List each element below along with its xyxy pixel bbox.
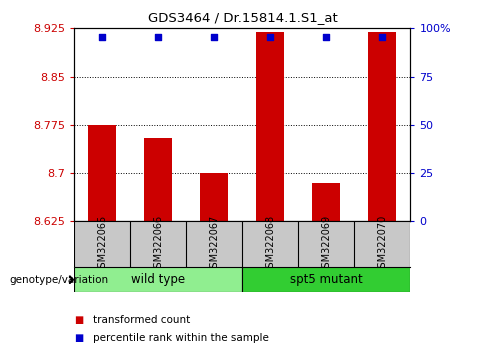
Text: GSM322068: GSM322068 — [265, 215, 276, 274]
Bar — [201, 173, 228, 221]
Point — [155, 34, 162, 40]
Point — [211, 34, 218, 40]
Text: GSM322070: GSM322070 — [377, 215, 387, 274]
Text: GSM322069: GSM322069 — [322, 215, 331, 274]
Text: genotype/variation: genotype/variation — [10, 275, 109, 285]
Title: GDS3464 / Dr.15814.1.S1_at: GDS3464 / Dr.15814.1.S1_at — [147, 11, 337, 24]
Point — [379, 34, 386, 40]
Text: transformed count: transformed count — [93, 315, 190, 325]
Bar — [312, 183, 340, 221]
Bar — [74, 267, 242, 292]
Bar — [144, 138, 172, 221]
Text: GSM322066: GSM322066 — [154, 215, 163, 274]
Text: spt5 mutant: spt5 mutant — [290, 273, 363, 286]
Bar — [256, 32, 284, 221]
Point — [323, 34, 330, 40]
Bar — [369, 32, 396, 221]
Point — [266, 34, 274, 40]
Text: wild type: wild type — [132, 273, 185, 286]
Bar — [242, 267, 410, 292]
Bar — [88, 125, 117, 221]
Text: ■: ■ — [74, 315, 84, 325]
Text: percentile rank within the sample: percentile rank within the sample — [93, 333, 268, 343]
Point — [98, 34, 106, 40]
Text: ■: ■ — [74, 333, 84, 343]
Text: GSM322065: GSM322065 — [97, 215, 108, 274]
Text: GSM322067: GSM322067 — [209, 215, 219, 274]
